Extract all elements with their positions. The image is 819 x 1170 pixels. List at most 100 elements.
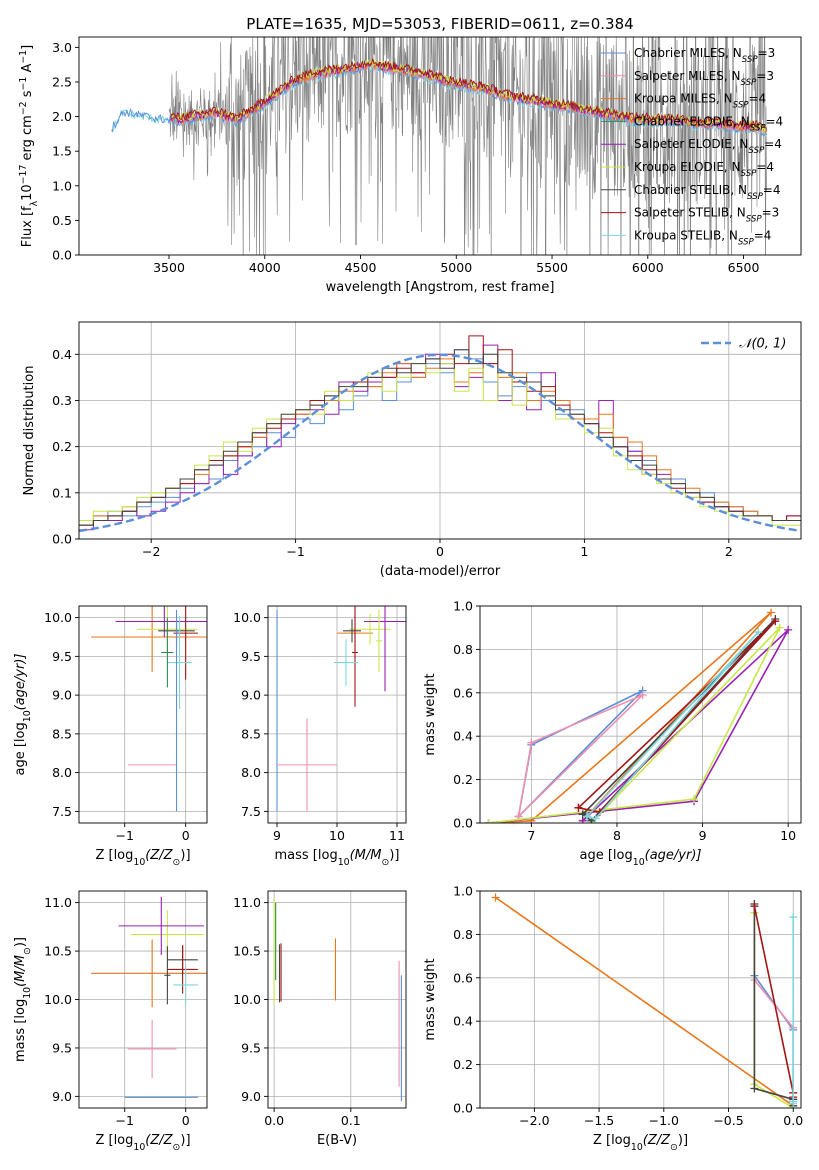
error-bar-point: [352, 606, 358, 707]
x-axis-label: age [log10(age/yr)]: [580, 848, 702, 868]
y-tick-label: 9.5: [241, 649, 261, 664]
y-tick-label: 8.5: [241, 726, 261, 741]
weight-line-kroupa_elodie: [753, 912, 794, 1108]
y-tick-label: 0.8: [453, 927, 473, 942]
weight-marker: [771, 617, 780, 626]
x-tick-label: 5500: [536, 260, 568, 275]
y-tick-label: 0.2: [52, 439, 72, 454]
plot-area-residuals: [79, 335, 801, 533]
y-axis-label: age [log10(age/yr)]: [13, 654, 33, 776]
weight-line-kroupa_stelib: [586, 631, 759, 820]
x-axis-label: E(B-V): [317, 1133, 357, 1148]
axes-weight_vs_age: 7 8 9 10 0.0 0.2 0.4 0.6 0.8 1.0 age [log10(age/yr…: [423, 599, 802, 868]
model-spectrum-salpeter_stelib: [170, 58, 767, 130]
plot-area-age_vs_Z: [91, 606, 207, 812]
y-tick-label: 10.5: [44, 944, 72, 959]
legend-entry: Chabrier STELIB, NSSP=4: [634, 183, 781, 202]
x-tick-label: −2: [142, 544, 160, 559]
y-axis-label: mass weight: [423, 958, 438, 1040]
weight-marker: [574, 803, 583, 812]
plot-area-mass_vs_ebv: [273, 897, 402, 1102]
x-tick-label: 4000: [249, 260, 281, 275]
y-tick-label: 9.0: [241, 1089, 261, 1104]
y-tick-label: 10.0: [44, 992, 72, 1007]
y-tick-label: 0.2: [453, 772, 473, 787]
legend-entry: Salpeter STELIB, NSSP=3: [634, 206, 779, 225]
error-bar-point: [173, 606, 198, 680]
y-tick-label: 1.0: [453, 884, 473, 899]
error-bar-point: [115, 606, 207, 637]
axes-mass_vs_ebv: 0.0 0.1 9.0 9.5 10.0 10.5 11.0 E(B-V): [233, 890, 407, 1148]
weight-marker: [767, 608, 776, 617]
y-tick-label: 9.5: [241, 1040, 261, 1055]
plot-area-spectrum: [111, 37, 767, 255]
weight-line-kroupa_miles: [488, 611, 772, 823]
error-bar-point: [376, 609, 382, 672]
gaussian-curve: [79, 353, 801, 533]
weight-marker: [638, 690, 647, 699]
weight-line-salpeter_stelib: [753, 906, 794, 1098]
x-tick-label: 1: [580, 544, 588, 559]
y-tick-label: 0.4: [453, 1014, 473, 1029]
y-tick-label: 0.6: [453, 685, 473, 700]
data-spectrum-line: [168, 37, 767, 255]
plot-area-age_vs_mass: [276, 606, 406, 812]
error-bar-point: [343, 619, 361, 643]
error-bar-point: [349, 613, 391, 645]
y-tick-label: 1.5: [52, 144, 72, 159]
weight-marker: [754, 628, 763, 637]
x-tick-label: 0: [182, 828, 190, 843]
weight-marker: [789, 1099, 798, 1108]
weight-marker: [527, 738, 536, 747]
y-tick-label: 0.1: [52, 485, 72, 500]
weight-line-kroupa_miles: [495, 896, 794, 1107]
y-tick-label: 11.0: [44, 895, 72, 910]
y-tick-label: 0.0: [453, 1101, 473, 1116]
legend-entry: 𝒩(0, 1): [739, 337, 786, 352]
x-tick-label: 8: [613, 828, 621, 843]
x-tick-label: 9: [699, 828, 707, 843]
error-bar-point: [164, 946, 171, 1005]
x-tick-label: 3500: [153, 260, 185, 275]
plot-area-weight_vs_age: [484, 608, 793, 823]
x-tick-label: 0.1: [341, 1113, 361, 1128]
y-tick-label: 0.0: [52, 532, 72, 547]
x-tick-label: 4500: [345, 260, 377, 275]
x-tick-label: −1: [286, 544, 304, 559]
chart-title: PLATE=1635, MJD=53053, FIBERID=0611, z=0…: [246, 15, 633, 33]
x-tick-label: 6000: [632, 260, 664, 275]
y-tick-label: 0.8: [453, 642, 473, 657]
weight-marker: [484, 819, 493, 823]
x-tick-label: 9: [273, 828, 281, 843]
axes-spectrum: 3500 4000 4500 5000 5500 6000 6500 0.0 0.5 1.0 1.5…: [18, 15, 802, 295]
weight-marker: [750, 1084, 759, 1093]
axes-age_vs_Z: −1 0 7.5 8.0 8.5 9.0 9.5 10.0 Z [log10(Z/Z⊙)] age…: [13, 605, 208, 868]
x-tick-label: 0: [182, 1113, 190, 1128]
x-axis-label: Z [log10(Z/Z⊙)]: [95, 848, 190, 868]
x-tick-label: 0: [436, 544, 444, 559]
x-axis-label: (data-model)/error: [380, 564, 501, 579]
legend-entry: Kroupa STELIB, NSSP=4: [634, 228, 771, 247]
x-axis-label: mass [log10(M/M⊙)]: [275, 848, 400, 868]
y-tick-label: 7.5: [241, 804, 261, 819]
weight-line-salpeter_miles: [517, 694, 644, 818]
frame-spectrum: [78, 36, 802, 256]
y-tick-label: 0.0: [453, 816, 473, 831]
x-tick-label: 10: [329, 828, 345, 843]
y-tick-label: 1.0: [453, 599, 473, 614]
error-bar-point: [167, 945, 198, 994]
x-tick-label: 0.0: [783, 1113, 803, 1128]
x-axis-label: Z [log10(Z/Z⊙)]: [593, 1133, 688, 1153]
x-tick-label: 11: [389, 828, 405, 843]
x-tick-label: −2.0: [519, 1113, 549, 1128]
x-tick-label: 6500: [728, 260, 760, 275]
x-tick-label: 7: [527, 828, 535, 843]
weight-marker: [750, 902, 759, 911]
error-bar-point: [161, 617, 174, 688]
y-tick-label: 0.4: [453, 729, 473, 744]
y-tick-label: 2.0: [52, 109, 72, 124]
x-tick-label: −1.0: [649, 1113, 679, 1128]
y-tick-label: 0.0: [52, 248, 72, 263]
y-tick-label: 8.0: [241, 765, 261, 780]
